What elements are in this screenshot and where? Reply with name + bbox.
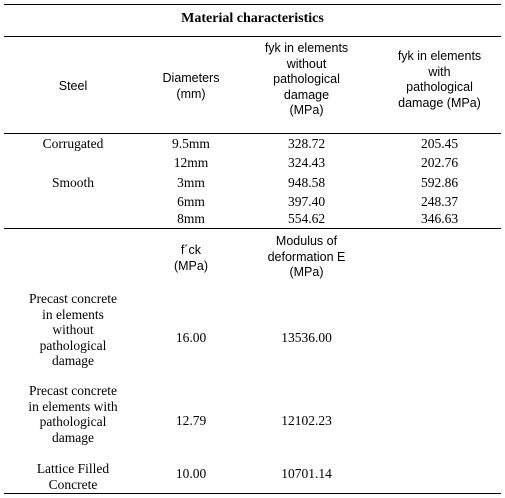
steel-fyk-with-cell: 202.76 (420, 155, 459, 170)
steel-fyk-without-cell: 324.43 (287, 155, 326, 170)
header-fck: f´ck (MPa) (173, 243, 209, 273)
steel-fyk-with-cell: 205.45 (420, 136, 459, 151)
table-title: Material characteristics (181, 11, 324, 26)
steel-fyk-with-cell: 346.63 (420, 211, 459, 226)
concrete-modulus-cell: 10701.14 (281, 466, 332, 481)
concrete-fck-cell: 12.79 (175, 413, 207, 428)
steel-diameter-cell: 8mm (177, 211, 205, 226)
top-rule (4, 4, 501, 5)
steel-diameter-cell: 3mm (177, 175, 205, 190)
steel-diameter-cell: 12mm (173, 155, 209, 170)
steel-fyk-without-cell: 328.72 (287, 136, 326, 151)
concrete-modulus-cell: 13536.00 (281, 330, 332, 345)
concrete-name-cell: Precast concrete in elements with pathol… (28, 383, 118, 445)
concrete-fck-cell: 16.00 (175, 330, 207, 345)
steel-header-rule (4, 133, 501, 134)
concrete-name-cell: Lattice Filled Concrete (36, 461, 110, 492)
steel-fyk-without-cell: 554.62 (287, 211, 326, 226)
concrete-modulus-cell: 12102.23 (281, 413, 332, 428)
steel-type-corrugated: Corrugated (42, 136, 104, 151)
steel-fyk-without-cell: 948.58 (287, 175, 326, 190)
steel-fyk-with-cell: 592.86 (420, 175, 459, 190)
bottom-rule (4, 493, 501, 494)
concrete-name-cell: Precast concrete in elements without pat… (28, 291, 118, 368)
title-rule (4, 36, 501, 37)
steel-fyk-with-cell: 248.37 (420, 194, 459, 209)
concrete-fck-cell: 10.00 (175, 466, 207, 481)
steel-type-smooth: Smooth (51, 175, 94, 190)
section-divider-rule (4, 228, 501, 229)
steel-diameter-cell: 6mm (177, 194, 205, 209)
header-steel: Steel (58, 79, 88, 93)
header-diameters: Diameters (mm) (162, 71, 220, 101)
header-fyk-with: fyk in elements with pathological damage… (397, 49, 482, 110)
header-modulus: Modulus of deformation E (MPa) (267, 234, 346, 279)
header-fyk-without: fyk in elements without pathological dam… (264, 41, 349, 117)
steel-diameter-cell: 9.5mm (172, 136, 210, 151)
steel-fyk-without-cell: 397.40 (287, 194, 326, 209)
